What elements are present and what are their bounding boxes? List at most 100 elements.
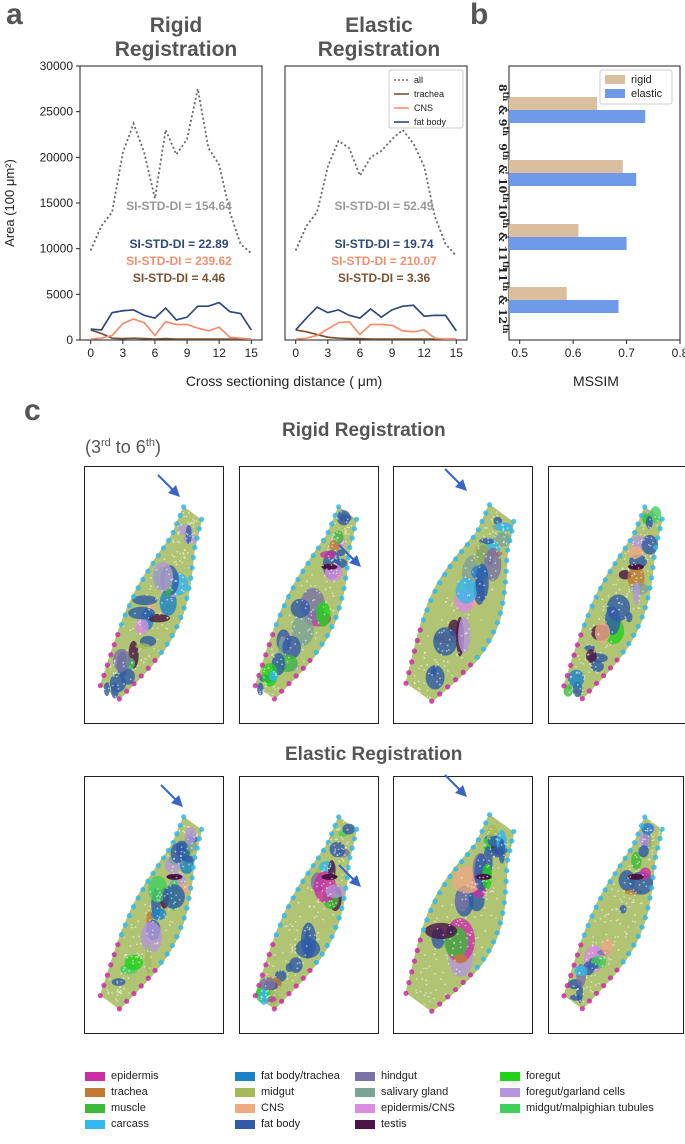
texture-dot [123, 936, 126, 939]
texture-dot [170, 892, 173, 894]
texture-dot [318, 591, 321, 594]
texture-dot [327, 545, 330, 547]
texture-dot [112, 672, 115, 675]
texture-dot [483, 891, 486, 894]
tissue-map [97, 504, 205, 702]
texture-dot [103, 688, 106, 691]
legend-item-foregut-garland-cells: foregut/garland cells [500, 1086, 625, 1098]
texture-dot [425, 979, 428, 982]
epidermis-dot [252, 993, 258, 999]
texture-dot [638, 599, 641, 602]
series-line-all [89, 88, 252, 254]
carcass-dot [164, 951, 170, 957]
texture-dot [278, 985, 281, 988]
texture-dot [625, 595, 628, 598]
texture-dot [277, 969, 280, 972]
texture-dot [508, 822, 511, 824]
texture-dot [620, 900, 623, 903]
texture-dot [413, 674, 416, 677]
carcass-dot [279, 688, 285, 694]
texture-dot [484, 570, 486, 573]
epidermis-dot [564, 673, 570, 679]
tissue-patch [569, 994, 582, 1001]
texture-dot [106, 989, 109, 991]
texture-dot [631, 901, 634, 904]
carcass-dot [194, 845, 200, 851]
texture-dot [503, 535, 506, 538]
texture-dot [323, 907, 325, 910]
texture-dot [322, 868, 325, 871]
epidermis-dot [578, 942, 584, 948]
elastic-section-4 [239, 776, 379, 1034]
epidermis-dot [631, 840, 638, 846]
epidermis-dot [617, 863, 623, 869]
epidermis-dot [281, 913, 287, 919]
rigid-section-6-map [561, 504, 665, 702]
texture-dot [139, 632, 141, 635]
epidermis-dot [320, 847, 327, 853]
legend-label: fat body [414, 117, 447, 127]
texture-dot [586, 986, 588, 989]
texture-dot [324, 864, 326, 867]
texture-dot [649, 555, 652, 558]
texture-dot [624, 936, 627, 938]
texture-dot [338, 827, 341, 830]
carcass-dot [649, 885, 655, 891]
epidermis-dot [638, 512, 645, 519]
texture-dot [613, 883, 616, 886]
carcass-dot [474, 654, 480, 660]
texture-dot [327, 548, 329, 551]
texture-dot [280, 969, 283, 972]
texture-dot [468, 934, 471, 937]
carcass-dot [579, 1006, 585, 1012]
texture-dot [612, 584, 615, 586]
texture-dot [478, 596, 481, 599]
texture-dot [116, 684, 119, 687]
y-tick-label: 30000 [40, 59, 74, 73]
line-legend-box [388, 69, 464, 129]
texture-dot [431, 673, 434, 676]
panel-letter-a: a [6, 0, 23, 31]
texture-dot [603, 619, 606, 622]
texture-dot [443, 660, 445, 663]
texture-dot [333, 538, 336, 540]
texture-dot [448, 924, 451, 927]
texture-dot [332, 572, 335, 574]
epidermis-dot [561, 683, 567, 689]
testis-region [321, 873, 338, 880]
texture-dot [491, 866, 494, 869]
elastic-section-6-map [561, 814, 665, 1012]
bar-x-tick-label: 0.7 [618, 346, 635, 360]
texture-dot [184, 556, 187, 559]
texture-dot [423, 669, 426, 671]
texture-dot [506, 527, 509, 530]
epidermis-dot [329, 521, 335, 527]
epidermis-dot [442, 881, 448, 888]
tissue-patch [135, 643, 150, 650]
carcass-dot [124, 688, 130, 694]
texture-dot [260, 990, 263, 992]
legend-swatch [235, 1103, 255, 1113]
carcass-dot [501, 900, 507, 906]
texture-dot [115, 998, 117, 1001]
texture-dot [335, 569, 338, 572]
legend-item-trachea: trachea [85, 1086, 148, 1098]
texture-dot [183, 880, 186, 883]
carcass-dot [271, 1006, 277, 1012]
texture-dot [607, 595, 610, 597]
texture-dot [317, 898, 320, 901]
epidermis-dot [259, 662, 265, 668]
texture-dot [495, 533, 498, 536]
carcass-dot [138, 673, 144, 679]
texture-dot [122, 665, 125, 668]
texture-dot [587, 654, 589, 656]
texture-dot [599, 917, 602, 920]
texture-dot [302, 648, 304, 651]
texture-dot [260, 998, 263, 1001]
texture-dot [633, 557, 636, 560]
texture-dot [178, 530, 181, 533]
texture-dot [461, 898, 464, 901]
texture-dot [272, 685, 275, 688]
texture-dot [169, 884, 172, 887]
texture-dot [646, 512, 649, 515]
